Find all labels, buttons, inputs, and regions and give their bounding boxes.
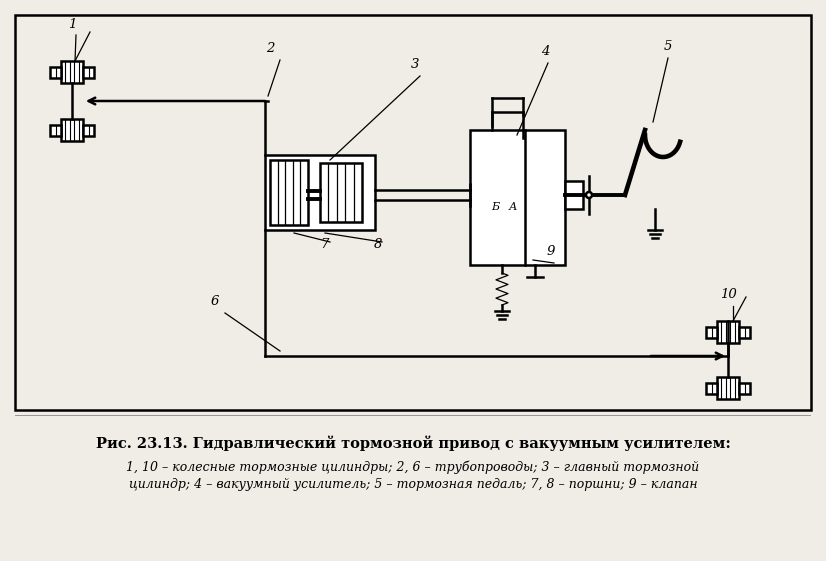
Text: А: А	[509, 202, 517, 212]
Bar	[320, 163, 362, 222]
Text: 6: 6	[211, 295, 219, 308]
Bar	[50, 67, 61, 77]
Bar	[706, 383, 717, 393]
Bar	[565, 181, 583, 209]
Bar	[61, 119, 83, 141]
Circle shape	[586, 192, 592, 198]
Text: 9: 9	[547, 245, 555, 258]
Bar	[706, 327, 717, 338]
Bar	[739, 383, 750, 393]
Bar	[470, 130, 565, 265]
Bar	[83, 67, 94, 77]
Bar	[61, 61, 83, 83]
Bar	[717, 377, 739, 399]
Bar	[739, 327, 750, 338]
Bar	[15, 15, 811, 410]
Text: 3: 3	[411, 58, 419, 71]
Bar	[265, 155, 375, 230]
Text: 5: 5	[664, 40, 672, 53]
Text: Б: Б	[491, 202, 499, 212]
Text: 7: 7	[320, 238, 330, 251]
Bar	[270, 160, 308, 225]
Text: 1: 1	[68, 18, 76, 31]
Text: 2: 2	[266, 42, 274, 55]
Text: цилиндр; 4 – вакуумный усилитель; 5 – тормозная педаль; 7, 8 – поршни; 9 – клапа: цилиндр; 4 – вакуумный усилитель; 5 – то…	[129, 478, 697, 491]
Text: 8: 8	[374, 238, 382, 251]
Text: 1, 10 – колесные тормозные цилиндры; 2, 6 – трубопроводы; 3 – главный тормозной: 1, 10 – колесные тормозные цилиндры; 2, …	[126, 460, 700, 473]
Text: 4: 4	[541, 45, 549, 58]
Bar	[83, 125, 94, 136]
Text: 10: 10	[719, 288, 736, 301]
Bar	[50, 125, 61, 136]
Bar	[717, 321, 739, 343]
Text: Рис. 23.13. Гидравлический тормозной привод с вакуумным усилителем:: Рис. 23.13. Гидравлический тормозной при…	[96, 435, 730, 450]
